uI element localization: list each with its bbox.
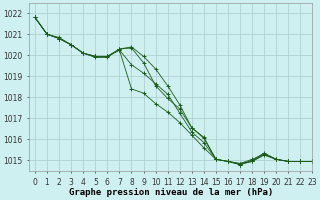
X-axis label: Graphe pression niveau de la mer (hPa): Graphe pression niveau de la mer (hPa): [68, 188, 273, 197]
